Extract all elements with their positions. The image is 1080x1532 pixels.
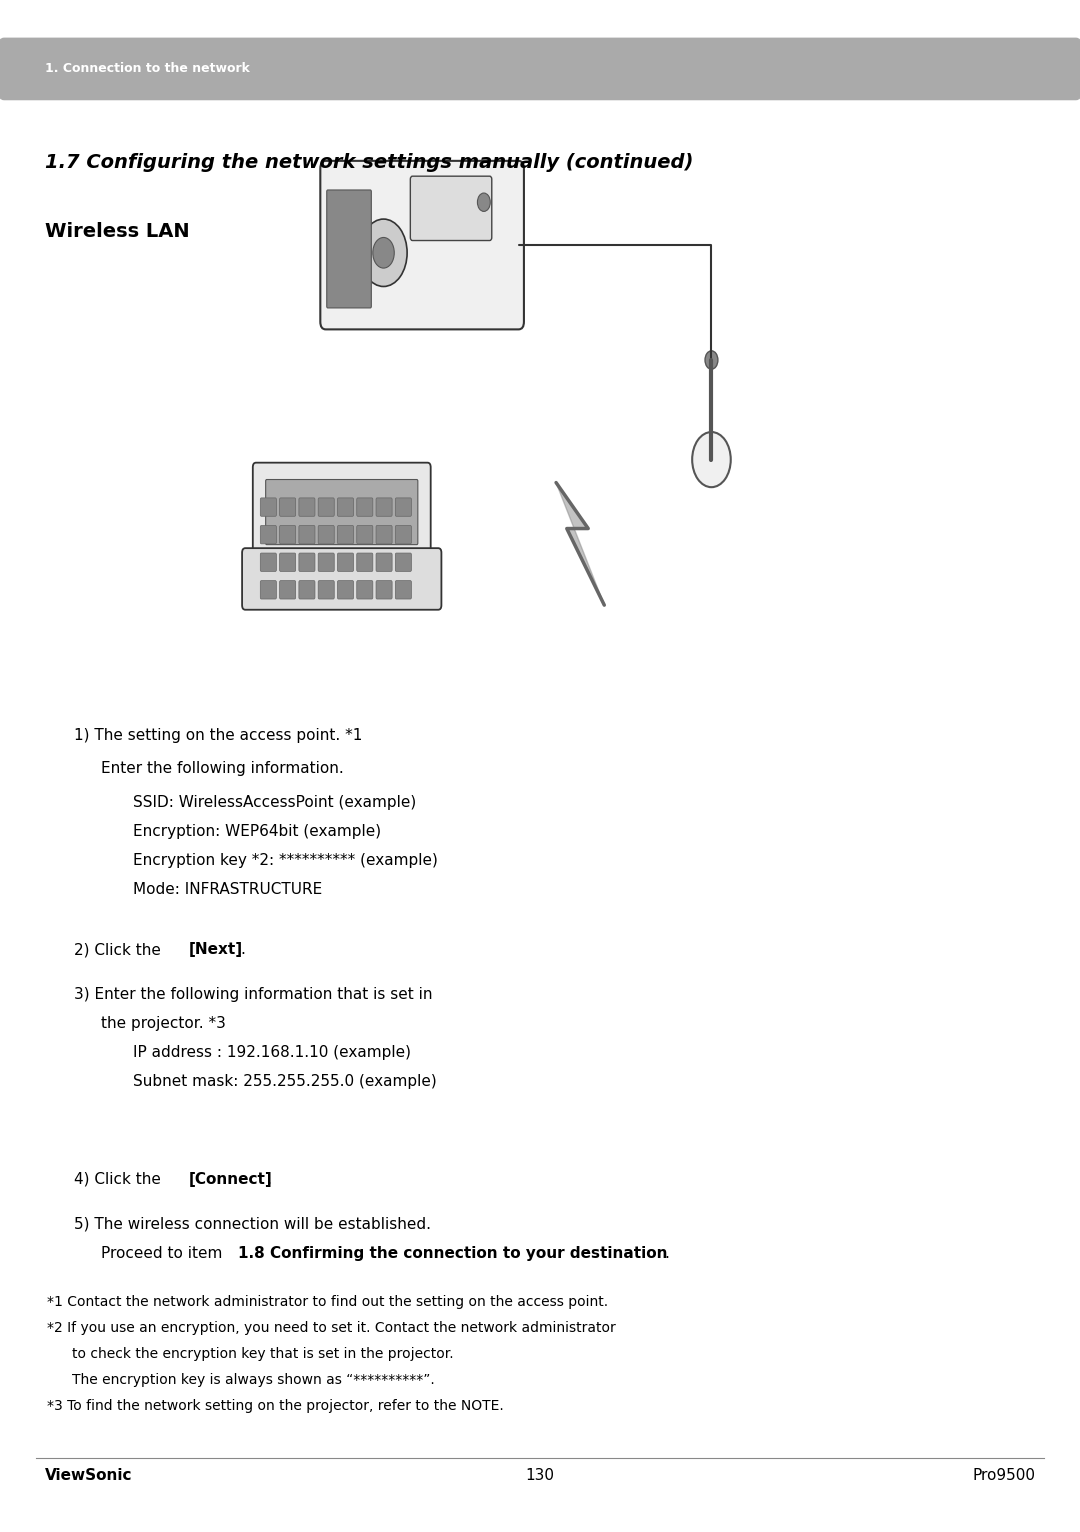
FancyBboxPatch shape [280,553,296,571]
FancyBboxPatch shape [376,581,392,599]
Text: *3 To find the network setting on the projector, refer to the NOTE.: *3 To find the network setting on the pr… [48,1399,503,1413]
FancyBboxPatch shape [253,463,431,562]
FancyBboxPatch shape [395,581,411,599]
Text: Subnet mask: 255.255.255.0 (example): Subnet mask: 255.255.255.0 (example) [133,1074,436,1089]
FancyBboxPatch shape [337,581,353,599]
Circle shape [692,432,731,487]
FancyBboxPatch shape [356,525,373,544]
FancyBboxPatch shape [280,525,296,544]
Text: .: . [240,942,245,958]
FancyBboxPatch shape [395,525,411,544]
FancyBboxPatch shape [319,498,334,516]
FancyBboxPatch shape [260,553,276,571]
FancyBboxPatch shape [319,581,334,599]
Text: .: . [664,1246,670,1261]
Text: [Next]: [Next] [189,942,243,958]
Circle shape [477,193,490,211]
FancyBboxPatch shape [280,498,296,516]
Text: *2 If you use an encryption, you need to set it. Contact the network administrat: *2 If you use an encryption, you need to… [48,1321,616,1334]
Text: IP address : 192.168.1.10 (example): IP address : 192.168.1.10 (example) [133,1045,410,1060]
Text: Mode: INFRASTRUCTURE: Mode: INFRASTRUCTURE [133,882,322,898]
Text: 1.7 Configuring the network settings manually (continued): 1.7 Configuring the network settings man… [45,153,693,172]
FancyBboxPatch shape [260,525,276,544]
FancyBboxPatch shape [327,190,372,308]
Text: Pro9500: Pro9500 [972,1468,1035,1483]
FancyBboxPatch shape [395,553,411,571]
Text: 2) Click the: 2) Click the [73,942,165,958]
Text: Enter the following information.: Enter the following information. [100,761,343,777]
FancyBboxPatch shape [299,498,315,516]
Text: Encryption key *2: ********** (example): Encryption key *2: ********** (example) [133,853,437,869]
Text: Encryption: WEP64bit (example): Encryption: WEP64bit (example) [133,824,381,840]
Circle shape [360,219,407,286]
Text: 5) The wireless connection will be established.: 5) The wireless connection will be estab… [73,1216,431,1232]
Text: Proceed to item: Proceed to item [100,1246,227,1261]
FancyBboxPatch shape [319,553,334,571]
Text: Wireless LAN: Wireless LAN [45,222,189,241]
FancyBboxPatch shape [260,581,276,599]
FancyBboxPatch shape [299,525,315,544]
FancyBboxPatch shape [410,176,491,241]
FancyBboxPatch shape [376,498,392,516]
FancyBboxPatch shape [242,548,442,610]
Text: to check the encryption key that is set in the projector.: to check the encryption key that is set … [71,1347,454,1360]
FancyBboxPatch shape [280,581,296,599]
FancyBboxPatch shape [337,498,353,516]
Text: 1.8 Confirming the connection to your destination: 1.8 Confirming the connection to your de… [238,1246,667,1261]
Text: 1) The setting on the access point. *1: 1) The setting on the access point. *1 [73,728,362,743]
Text: 1. Connection to the network: 1. Connection to the network [45,63,249,75]
FancyBboxPatch shape [260,498,276,516]
FancyBboxPatch shape [319,525,334,544]
Text: ViewSonic: ViewSonic [45,1468,133,1483]
Text: [Connect]: [Connect] [189,1172,272,1187]
FancyBboxPatch shape [356,553,373,571]
Text: the projector. *3: the projector. *3 [100,1016,226,1031]
Text: *1 Contact the network administrator to find out the setting on the access point: *1 Contact the network administrator to … [48,1295,608,1308]
Text: 4) Click the: 4) Click the [73,1172,165,1187]
FancyBboxPatch shape [0,38,1080,100]
FancyBboxPatch shape [356,581,373,599]
Text: The encryption key is always shown as “**********”.: The encryption key is always shown as “*… [71,1373,434,1386]
Text: 3) Enter the following information that is set in: 3) Enter the following information that … [73,987,432,1002]
FancyBboxPatch shape [376,525,392,544]
FancyBboxPatch shape [356,498,373,516]
FancyBboxPatch shape [299,581,315,599]
Polygon shape [556,483,605,605]
FancyBboxPatch shape [321,161,524,329]
FancyBboxPatch shape [337,525,353,544]
FancyBboxPatch shape [376,553,392,571]
FancyBboxPatch shape [395,498,411,516]
Text: .: . [267,1172,271,1187]
FancyBboxPatch shape [337,553,353,571]
Circle shape [705,351,718,369]
Circle shape [373,237,394,268]
FancyBboxPatch shape [266,480,418,545]
Text: SSID: WirelessAccessPoint (example): SSID: WirelessAccessPoint (example) [133,795,416,810]
Text: 130: 130 [526,1468,554,1483]
FancyBboxPatch shape [299,553,315,571]
